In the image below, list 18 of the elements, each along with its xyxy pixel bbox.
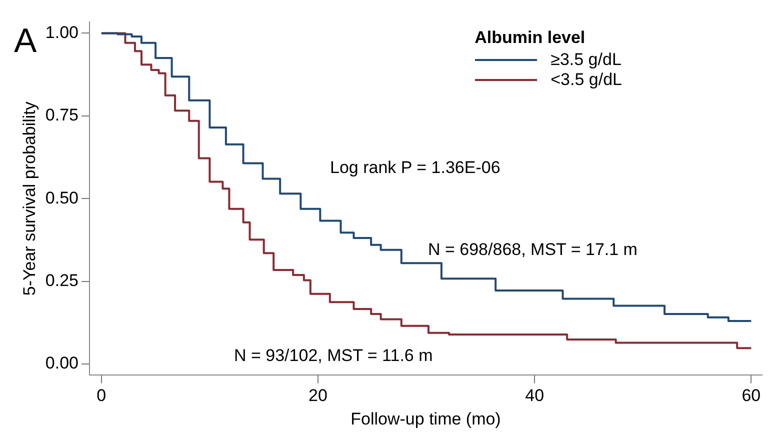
annotation: Log rank P = 1.36E-06 bbox=[330, 158, 500, 178]
legend-label: <3.5 g/dL bbox=[550, 70, 622, 90]
legend-label: ≥3.5 g/dL bbox=[550, 50, 622, 70]
y-tick-label: 0.75 bbox=[45, 106, 78, 125]
y-tick-label: 0.00 bbox=[45, 354, 78, 373]
y-tick-label: 0.25 bbox=[45, 270, 78, 290]
y-tick-label: 0.50 bbox=[45, 188, 78, 208]
x-axis-title: Follow-up time (mo) bbox=[350, 409, 501, 428]
x-tick-label: 20 bbox=[308, 386, 328, 406]
text: A bbox=[14, 22, 37, 61]
legend-title: Albumin level bbox=[474, 28, 586, 48]
annotation: N = 698/868, MST = 17.1 m bbox=[428, 240, 638, 260]
y-tick-label: 1.00 bbox=[45, 22, 78, 42]
x-tick-label: 0 bbox=[96, 386, 106, 406]
x-tick-label: 60 bbox=[742, 386, 761, 406]
x-tick-label: 40 bbox=[525, 386, 544, 406]
y-axis-title: 5-Year survival probability bbox=[20, 101, 39, 296]
annotation: N = 93/102, MST = 11.6 m bbox=[234, 346, 433, 366]
